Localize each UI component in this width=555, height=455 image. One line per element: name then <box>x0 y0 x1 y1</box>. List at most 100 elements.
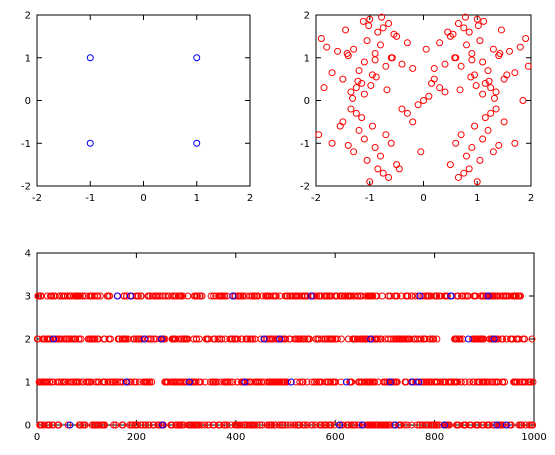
data-point <box>85 378 93 386</box>
data-point <box>467 73 475 81</box>
y-tick-label: 1 <box>25 378 31 389</box>
data-point <box>385 173 393 181</box>
data-point <box>463 41 470 49</box>
data-point <box>337 335 345 343</box>
data-point <box>355 126 363 134</box>
series-2 <box>50 292 510 429</box>
data-point <box>95 335 103 343</box>
data-point <box>371 144 379 152</box>
data-point <box>492 105 500 113</box>
data-point <box>86 292 94 300</box>
data-point <box>209 378 217 386</box>
data-point <box>379 169 387 177</box>
data-point <box>472 292 480 300</box>
data-point <box>221 421 229 429</box>
data-point <box>490 94 498 102</box>
x-tick-label: -1 <box>85 193 95 204</box>
data-point <box>477 335 485 343</box>
data-point <box>193 139 201 147</box>
data-point <box>474 22 482 30</box>
data-point <box>323 335 331 343</box>
data-point <box>371 49 379 57</box>
data-point <box>510 378 518 386</box>
data-point <box>64 378 72 386</box>
data-point <box>509 335 517 343</box>
data-point <box>337 378 345 386</box>
x-tick-label: 0 <box>34 432 40 443</box>
data-point <box>482 292 490 300</box>
data-point <box>441 60 449 68</box>
data-point <box>441 88 449 96</box>
data-point <box>359 17 367 25</box>
data-point <box>329 378 337 386</box>
data-point <box>327 378 335 386</box>
data-point <box>207 292 215 300</box>
data-point <box>124 335 132 343</box>
x-tick-label: 200 <box>127 432 146 443</box>
data-point <box>425 92 433 100</box>
data-point <box>418 421 426 429</box>
data-point <box>253 292 261 300</box>
data-point <box>238 378 246 386</box>
data-point <box>461 292 469 300</box>
data-point <box>127 378 135 386</box>
data-point <box>356 335 364 343</box>
data-point <box>308 421 316 429</box>
data-point <box>239 292 247 300</box>
data-point <box>464 335 472 343</box>
data-point <box>50 335 58 343</box>
data-point <box>366 421 374 429</box>
data-point <box>358 421 366 429</box>
data-point <box>276 421 284 429</box>
data-point <box>358 114 366 122</box>
data-point <box>91 421 99 429</box>
data-point <box>241 378 249 386</box>
data-point <box>466 378 474 386</box>
data-point <box>484 67 492 75</box>
data-point <box>58 292 66 300</box>
data-point <box>421 335 429 343</box>
data-point <box>121 335 129 343</box>
data-point <box>322 292 330 300</box>
x-tick-label: 400 <box>226 432 245 443</box>
data-point <box>392 335 400 343</box>
data-point <box>376 335 384 343</box>
data-point <box>286 335 294 343</box>
data-point <box>154 292 162 300</box>
data-point <box>342 378 350 386</box>
data-point <box>216 292 224 300</box>
data-point <box>176 421 184 429</box>
data-point <box>447 378 455 386</box>
data-point <box>255 378 263 386</box>
data-point <box>409 64 417 72</box>
data-point <box>298 378 306 386</box>
data-point <box>336 421 344 429</box>
series-1 <box>315 13 532 186</box>
data-point <box>93 292 101 300</box>
data-point <box>497 26 505 34</box>
data-point <box>489 378 497 386</box>
data-point <box>349 94 357 102</box>
data-point <box>479 90 487 98</box>
y-tick-label: 1 <box>304 53 310 64</box>
data-point <box>56 292 64 300</box>
data-point <box>394 335 402 343</box>
data-point <box>263 292 271 300</box>
data-point <box>368 71 376 79</box>
data-point <box>296 335 304 343</box>
data-point <box>193 292 201 300</box>
data-point <box>107 378 115 386</box>
data-point <box>320 421 328 429</box>
data-point <box>476 156 484 164</box>
data-point <box>454 20 462 28</box>
data-point <box>269 335 277 343</box>
data-point <box>307 292 315 300</box>
data-point <box>457 378 465 386</box>
y-tick-label: -1 <box>300 139 310 150</box>
data-point <box>501 378 509 386</box>
data-point <box>110 421 118 429</box>
data-point <box>104 378 112 386</box>
data-point <box>484 126 492 134</box>
data-point <box>403 421 411 429</box>
